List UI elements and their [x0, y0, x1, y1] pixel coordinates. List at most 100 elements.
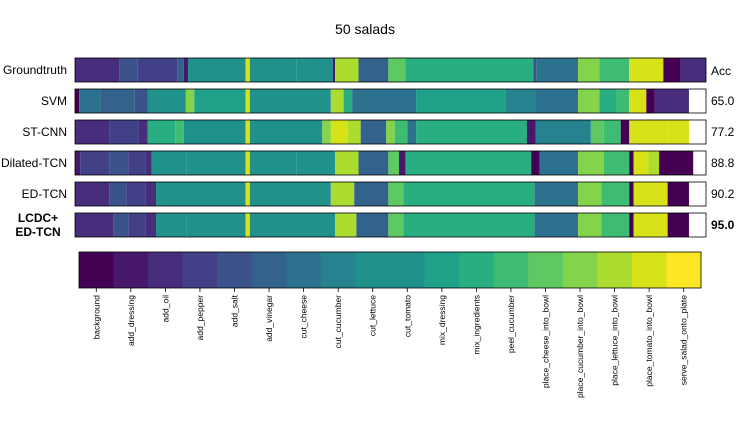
- colorbar-tick-label: add_dressing: [126, 295, 136, 346]
- row-4: ED-TCN 90.2: [22, 181, 735, 207]
- segment-place_tomato_into_bowl: [629, 58, 664, 82]
- segment-add_pepper: [147, 58, 178, 82]
- colorbar-cell-mix_dressing: [424, 252, 460, 288]
- row-frame: [74, 181, 707, 207]
- segment-cut_tomato: [147, 89, 186, 113]
- colorbar-cell-add_salt: [217, 252, 253, 288]
- colorbar-tick-label: cut_cucumber: [333, 295, 343, 349]
- row-accuracy: 90.2: [711, 187, 735, 201]
- segment-place_cheese_into_bowl: [388, 151, 400, 175]
- segment-add_pepper: [128, 213, 146, 237]
- segment-cut_cheese: [534, 213, 579, 237]
- colorbar-cell-add_dressing: [113, 252, 149, 288]
- row-label: SVM: [41, 94, 67, 108]
- segment-add_pepper: [80, 151, 110, 175]
- colorbar-tick-label: cut_cheese: [299, 295, 309, 339]
- colorbar-cell-place_tomato_into_bowl: [631, 252, 667, 288]
- segment-cut_tomato: [249, 89, 331, 113]
- colorbar-tick-label: serve_salad_onto_plate: [679, 295, 689, 386]
- segment-mix_ingredients: [403, 213, 535, 237]
- segment-mix_ingredients: [147, 120, 176, 144]
- segment-cut_cheese: [407, 120, 417, 144]
- segment-place_cheese_into_bowl: [388, 213, 404, 237]
- segment-place_tomato_into_bowl: [629, 120, 668, 144]
- segment-mix_ingredients: [403, 182, 535, 206]
- colorbar-cell-background: [79, 252, 115, 288]
- segment-add_salt: [134, 89, 148, 113]
- segment-cut_tomato: [186, 213, 246, 237]
- colorbar-cell-add_pepper: [182, 252, 218, 288]
- colorbar-cell-place_cheese_into_bowl: [528, 252, 564, 288]
- segment-mix_dressing: [416, 89, 506, 113]
- segment-add_oil: [75, 182, 110, 206]
- segment-background: [75, 89, 80, 113]
- colorbar-tick-label: place_cucumber_into_bowl: [575, 295, 585, 398]
- colorbar-tick-label: add_salt: [230, 294, 240, 327]
- segment-place_cucumber_into_bowl: [578, 58, 600, 82]
- colorbar-tick-label: place_cheese_into_bowl: [541, 295, 551, 388]
- segment-peel_cucumber: [601, 213, 630, 237]
- accuracy-header: Acc: [711, 64, 731, 78]
- row-5: LCDC+ ED-TCN 95.0: [15, 211, 734, 239]
- row-accuracy: 95.0: [711, 218, 735, 232]
- segment-cut_cheese: [535, 89, 579, 113]
- segment-add_oil: [145, 151, 152, 175]
- segment-peel_cucumber: [599, 58, 630, 82]
- segment-cut_tomato: [151, 151, 187, 175]
- segment-place_tomato_into_bowl: [633, 213, 668, 237]
- row-accuracy: 77.2: [711, 125, 735, 139]
- row-accuracy: 65.0: [711, 94, 735, 108]
- segment-place_cheese_into_bowl: [388, 58, 406, 82]
- segment-place_tomato_into_bowl: [245, 58, 250, 82]
- colorbar-cell-cut_lettuce: [355, 252, 391, 288]
- segment-peel_cucumber: [601, 182, 630, 206]
- segment-add_oil: [75, 213, 114, 237]
- segment-add_oil: [138, 120, 148, 144]
- row-3: Dilated-TCN 88.8: [1, 150, 735, 176]
- segment-peel_cucumber: [603, 120, 621, 144]
- segment-add_salt: [109, 151, 129, 175]
- segment-cut_tomato: [249, 58, 297, 82]
- segment-mix_ingredients: [416, 120, 527, 144]
- colorbar-cell-cut_cucumber: [320, 252, 356, 288]
- segment-mix_dressing: [194, 89, 246, 113]
- colorbar-tick-label: cut_tomato: [402, 295, 412, 337]
- segment-place_cucumber_into_bowl: [386, 120, 395, 144]
- segment-mix_ingredients: [405, 151, 532, 175]
- segment-cut_cucumber: [535, 120, 591, 144]
- row-frame: [74, 57, 707, 83]
- segment-place_tomato_into_bowl: [245, 151, 250, 175]
- colorbar-cell-serve_salad_onto_plate: [666, 252, 702, 288]
- colorbar-tick-label: background: [91, 295, 101, 340]
- segment-cut_tomato: [249, 120, 323, 144]
- segment-add_oil: [654, 89, 689, 113]
- segment-cut_cheese: [536, 58, 579, 82]
- segment-background: [646, 89, 655, 113]
- segment-place_cucumber_into_bowl: [578, 151, 604, 175]
- colorbar-cell-add_oil: [148, 252, 184, 288]
- row-0: Groundtruth: [3, 57, 707, 83]
- row-2: ST-CNN 77.2: [22, 119, 735, 145]
- segment-background: [629, 213, 634, 237]
- colorbar-cell-add_vinegar: [251, 252, 287, 288]
- row-frame: [74, 212, 707, 238]
- colorbar-tick-label: peel_cucumber: [506, 295, 516, 353]
- segment-cut_tomato: [249, 213, 336, 237]
- segment-mix_ingredients: [405, 58, 534, 82]
- segment-place_lettuce_into_bowl: [330, 89, 344, 113]
- row-frame: [74, 88, 707, 114]
- segment-background: [667, 213, 689, 237]
- row-1: SVM 65.0: [41, 88, 735, 114]
- segment-background: [667, 182, 689, 206]
- segment-place_lettuce_into_bowl: [648, 151, 660, 175]
- row-label: Groundtruth: [3, 63, 67, 77]
- segment-place_cucumber_into_bowl: [185, 89, 195, 113]
- segment-place_lettuce_into_bowl: [347, 120, 361, 144]
- segment-cut_cheese: [534, 182, 579, 206]
- segment-place_lettuce_into_bowl: [330, 182, 355, 206]
- row-label: ED-TCN: [22, 187, 67, 201]
- segment-place_cheese_into_bowl: [590, 120, 604, 144]
- segment-background: [629, 151, 634, 175]
- segment-add_pepper: [128, 151, 146, 175]
